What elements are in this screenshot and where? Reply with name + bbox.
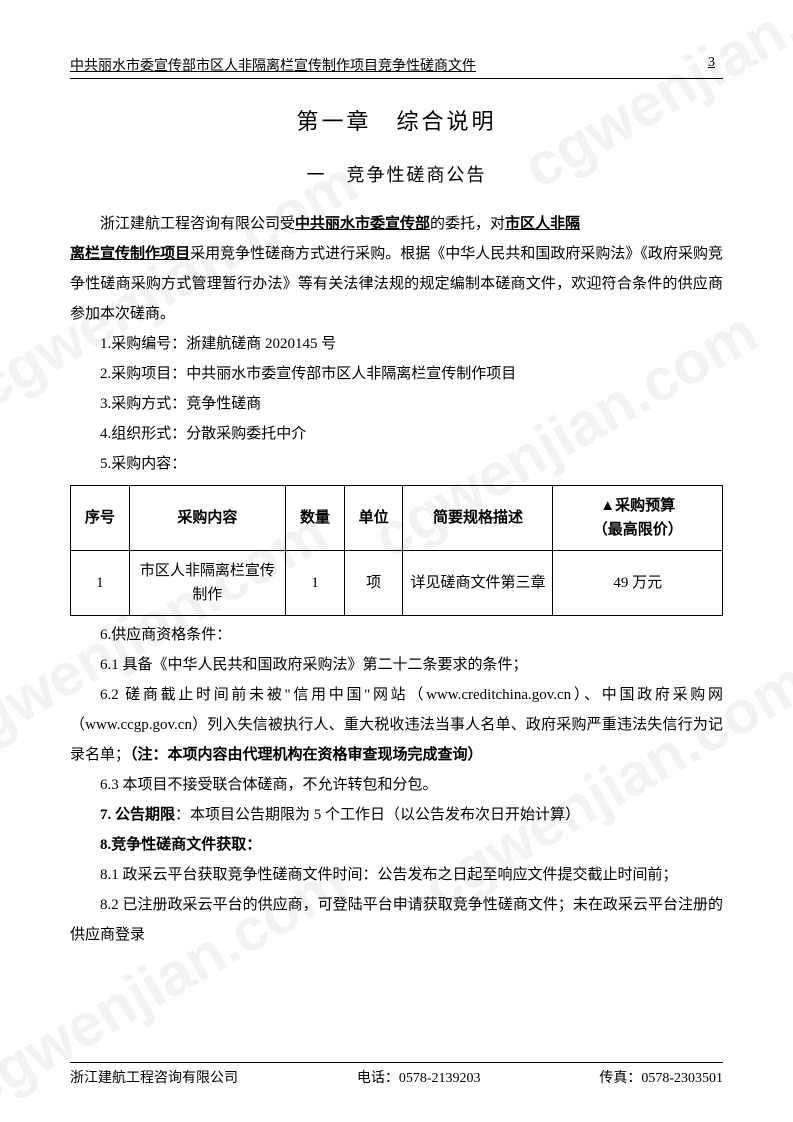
project-part2: 离栏宣传制作项目 (70, 246, 190, 262)
page-footer: 浙江建航工程咨询有限公司 电话：0578-2139203 传真：0578-230… (70, 1062, 723, 1087)
section-name: 竞争性磋商公告 (347, 165, 487, 185)
header-title: 中共丽水市委宣传部市区人非隔离栏宣传制作项目竞争性磋商文件 (70, 55, 476, 75)
budget-label1: ▲采购预算 (600, 498, 675, 514)
text: ：本项目公告期限为 5 个工作日（以公告发布次日开始计算） (175, 807, 580, 823)
section-7: 7. 公告期限：本项目公告期限为 5 个工作日（以公告发布次日开始计算） (70, 800, 723, 830)
fax-label: 传真： (599, 1071, 641, 1086)
project-part1: 市区人非隔 (505, 216, 580, 232)
table-header-row: 序号 采购内容 数量 单位 简要规格描述 ▲采购预算 （最高限价） (71, 486, 723, 551)
col-budget: ▲采购预算 （最高限价） (553, 486, 723, 551)
section-8: 8.竞争性磋商文件获取： (70, 830, 723, 860)
budget-label2: （最高限价） (593, 522, 683, 538)
footer-phone: 电话：0578-2139203 (357, 1067, 481, 1087)
item-5: 5.采购内容： (70, 449, 723, 479)
item-3: 3.采购方式：竞争性磋商 (70, 389, 723, 419)
item-1: 1.采购编号：浙建航磋商 2020145 号 (70, 329, 723, 359)
section-6-1: 6.1 具备《中华人民共和国政府采购法》第二十二条要求的条件； (70, 650, 723, 680)
page-header: 中共丽水市委宣传部市区人非隔离栏宣传制作项目竞争性磋商文件 3 (70, 55, 723, 79)
phone-number: 0578-2139203 (399, 1071, 481, 1086)
procurement-table: 序号 采购内容 数量 单位 简要规格描述 ▲采购预算 （最高限价） 1 市区人非… (70, 485, 723, 616)
section-8-2: 8.2 已注册政采云平台的供应商，可登陆平台申请获取竞争性磋商文件；未在政采云平… (70, 890, 723, 950)
col-unit: 单位 (344, 486, 403, 551)
section-title: 一 竞争性磋商公告 (70, 161, 723, 187)
col-spec: 简要规格描述 (403, 486, 553, 551)
section-6-2: 6.2 磋商截止时间前未被"信用中国"网站（www.creditchina.go… (70, 680, 723, 770)
section-8-1: 8.1 政采云平台获取竞争性磋商文件时间：公告发布之日起至响应文件提交截止时间前… (70, 860, 723, 890)
text: 8.2 已注册政采云平台的供应商，可登陆平台申请获取竞争性磋商文件；未在政采云平… (70, 897, 723, 943)
fax-number: 0578-2303501 (641, 1071, 723, 1086)
cell-unit: 项 (344, 551, 403, 616)
body-content: 浙江建航工程咨询有限公司受中共丽水市委宣传部的委托，对市区人非隔 离栏宣传制作项… (70, 209, 723, 950)
page-number: 3 (708, 55, 723, 75)
col-content: 采购内容 (129, 486, 285, 551)
text: 浙江建航工程咨询有限公司受 (100, 216, 295, 232)
intro-continue: 离栏宣传制作项目采用竞争性磋商方式进行采购。根据《中华人民共和国政府采购法》《政… (70, 239, 723, 329)
footer-company: 浙江建航工程咨询有限公司 (70, 1067, 238, 1087)
cell-spec: 详见磋商文件第三章 (403, 551, 553, 616)
col-qty: 数量 (286, 486, 345, 551)
section-6-3: 6.3 本项目不接受联合体磋商，不允许转包和分包。 (70, 770, 723, 800)
item-2: 2.采购项目：中共丽水市委宣传部市区人非隔离栏宣传制作项目 (70, 359, 723, 389)
col-seq: 序号 (71, 486, 130, 551)
phone-label: 电话： (357, 1071, 399, 1086)
cell-qty: 1 (286, 551, 345, 616)
entrusting-party: 中共丽水市委宣传部 (295, 216, 430, 232)
footer-fax: 传真：0578-2303501 (599, 1067, 723, 1087)
table-row: 1 市区人非隔离栏宣传制作 1 项 详见磋商文件第三章 49 万元 (71, 551, 723, 616)
section-6: 6.供应商资格条件： (70, 620, 723, 650)
cell-seq: 1 (71, 551, 130, 616)
cell-content: 市区人非隔离栏宣传制作 (129, 551, 285, 616)
item-4: 4.组织形式：分散采购委托中介 (70, 419, 723, 449)
note-bold: （注：本项内容由代理机构在资格审查现场完成查询） (130, 747, 483, 763)
label-bold: 7. 公告期限 (100, 807, 175, 823)
text: 的委托，对 (430, 216, 505, 232)
chapter-title: 第一章 综合说明 (70, 104, 723, 136)
cell-budget: 49 万元 (553, 551, 723, 616)
intro-paragraph: 浙江建航工程咨询有限公司受中共丽水市委宣传部的委托，对市区人非隔 (70, 209, 723, 239)
section-number: 一 (307, 165, 327, 185)
